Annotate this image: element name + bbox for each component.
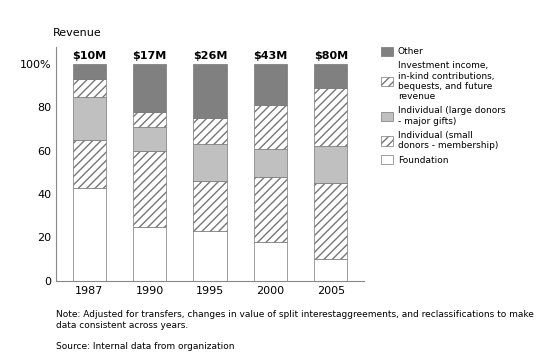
Bar bbox=[133, 227, 166, 281]
Bar bbox=[133, 112, 166, 127]
Bar bbox=[133, 127, 166, 151]
Bar bbox=[73, 188, 106, 281]
Bar bbox=[254, 64, 287, 105]
Text: Revenue: Revenue bbox=[53, 28, 102, 38]
Legend: Other, Investment income,
in-kind contributions,
bequests, and future
revenue, I: Other, Investment income, in-kind contri… bbox=[381, 47, 506, 165]
Text: $26M: $26M bbox=[193, 51, 227, 61]
Bar bbox=[73, 96, 106, 140]
Text: $17M: $17M bbox=[133, 51, 167, 61]
Bar bbox=[314, 147, 347, 183]
Text: Note: Adjusted for transfers, changes in value of split interestaggreements, and: Note: Adjusted for transfers, changes in… bbox=[56, 310, 534, 330]
Bar bbox=[73, 79, 106, 96]
Bar bbox=[254, 105, 287, 149]
Text: $43M: $43M bbox=[253, 51, 287, 61]
Bar bbox=[254, 242, 287, 281]
Bar bbox=[314, 183, 347, 259]
Text: $80M: $80M bbox=[314, 51, 348, 61]
Bar bbox=[193, 144, 227, 181]
Bar bbox=[73, 140, 106, 188]
Bar bbox=[133, 151, 166, 227]
Bar bbox=[193, 231, 227, 281]
Bar bbox=[193, 181, 227, 231]
Bar bbox=[73, 64, 106, 79]
Bar bbox=[314, 64, 347, 88]
Bar bbox=[314, 88, 347, 147]
Text: Source: Internal data from organization: Source: Internal data from organization bbox=[56, 342, 235, 351]
Bar bbox=[193, 64, 227, 118]
Text: $10M: $10M bbox=[72, 51, 106, 61]
Bar bbox=[314, 259, 347, 281]
Bar bbox=[254, 177, 287, 242]
Bar bbox=[254, 149, 287, 177]
Bar bbox=[193, 118, 227, 144]
Bar bbox=[133, 64, 166, 112]
